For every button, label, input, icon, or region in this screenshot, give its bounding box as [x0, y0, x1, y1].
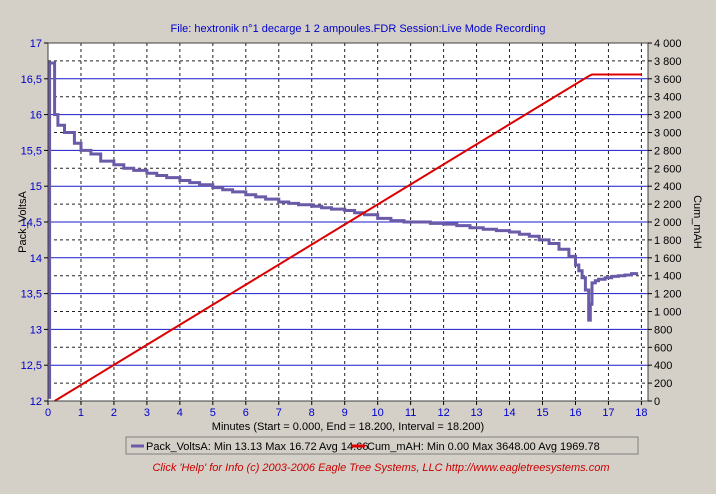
y-tick-label: 13 — [30, 324, 42, 336]
y-tick-label: 14,5 — [21, 217, 42, 229]
y2-tick-label: 1 000 — [654, 307, 682, 319]
y2-tick-label: 400 — [654, 360, 672, 372]
y2-tick-label: 2 200 — [654, 199, 682, 211]
y2-tick-label: 1 800 — [654, 235, 682, 247]
y2-tick-label: 3 600 — [654, 74, 682, 86]
x-tick-label: 18 — [635, 407, 647, 419]
legend-label-volts: Pack_VoltsA: Min 13.13 Max 16.72 Avg 14.… — [146, 441, 368, 453]
legend: Pack_VoltsA: Min 13.13 Max 16.72 Avg 14.… — [125, 436, 639, 455]
y-tick-label: 12,5 — [21, 360, 42, 372]
x-tick-label: 8 — [309, 407, 315, 419]
y2-tick-label: 3 200 — [654, 110, 682, 122]
y-tick-label: 14 — [30, 253, 42, 265]
x-tick-label: 0 — [45, 407, 51, 419]
x-tick-label: 6 — [243, 407, 249, 419]
y-axis-ticks: 12 12,5 13 13,5 14 14,5 15 15,5 16 16,5 17 — [21, 38, 48, 408]
series-line-mah — [54, 73, 642, 402]
y2-tick-label: 3 800 — [654, 56, 682, 68]
series-line-volts — [48, 61, 639, 399]
x-tick-label: 11 — [405, 407, 416, 419]
x-tick-label: 15 — [536, 407, 548, 419]
x-tick-label: 9 — [342, 407, 348, 419]
x-tick-label: 2 — [111, 407, 117, 419]
y2-tick-label: 1 600 — [654, 253, 682, 265]
legend-label-mah: Cum_mAH: Min 0.00 Max 3648.00 Avg 1969.7… — [367, 441, 600, 453]
x-axis-ticks: 0 1 2 3 4 5 6 7 8 9 10 11 12 13 14 15 16 17 18 — [45, 401, 648, 419]
y2-tick-label: 2 800 — [654, 145, 682, 157]
y-tick-label: 12 — [30, 396, 42, 408]
y2-tick-label: 3 000 — [654, 128, 682, 140]
y2-tick-label: 4 000 — [654, 38, 682, 50]
y2-tick-label: 800 — [654, 324, 672, 336]
y2-axis-label: Cum_mAH — [691, 195, 703, 249]
y-axis-label: Pack_VoltsA — [17, 190, 29, 252]
y2-tick-label: 3 400 — [654, 92, 682, 104]
x-tick-label: 3 — [144, 407, 150, 419]
y2-tick-label: 2 400 — [654, 181, 682, 193]
x-tick-label: 13 — [470, 407, 482, 419]
x-tick-label: 4 — [177, 407, 183, 419]
y2-tick-label: 2 600 — [654, 163, 682, 175]
x-tick-label: 16 — [569, 407, 581, 419]
y2-tick-label: 200 — [654, 378, 672, 390]
y2-tick-label: 0 — [654, 396, 660, 408]
x-tick-label: 12 — [437, 407, 449, 419]
x-tick-label: 1 — [78, 407, 84, 419]
y2-tick-label: 1 400 — [654, 271, 682, 283]
x-tick-label: 10 — [372, 407, 384, 419]
y-tick-label: 16 — [30, 110, 42, 122]
y-tick-label: 16,5 — [21, 74, 42, 86]
y2-tick-label: 1 200 — [654, 289, 682, 301]
x-tick-label: 5 — [210, 407, 216, 419]
legend-box — [125, 436, 639, 455]
y-tick-label: 15,5 — [21, 145, 42, 157]
y-tick-label: 13,5 — [21, 289, 42, 301]
y2-axis-ticks: 0 200 400 600 800 1 000 1 200 1 400 1 600 1 800 2 … — [648, 38, 682, 408]
series-layer — [48, 61, 642, 402]
footer-text[interactable]: Click 'Help' for Info (c) 2003-2006 Eagl… — [152, 462, 609, 474]
x-tick-label: 17 — [602, 407, 614, 419]
x-axis-label: Minutes (Start = 0.000, End = 18.200, In… — [212, 421, 484, 433]
x-tick-label: 7 — [276, 407, 282, 419]
y-tick-label: 15 — [30, 181, 42, 193]
chart-title: File: hextronik n°1 decarge 1 2 ampoules… — [171, 23, 546, 35]
x-tick-label: 14 — [503, 407, 515, 419]
y2-tick-label: 600 — [654, 342, 672, 354]
y2-tick-label: 2 000 — [654, 217, 682, 229]
y-tick-label: 17 — [30, 38, 42, 50]
